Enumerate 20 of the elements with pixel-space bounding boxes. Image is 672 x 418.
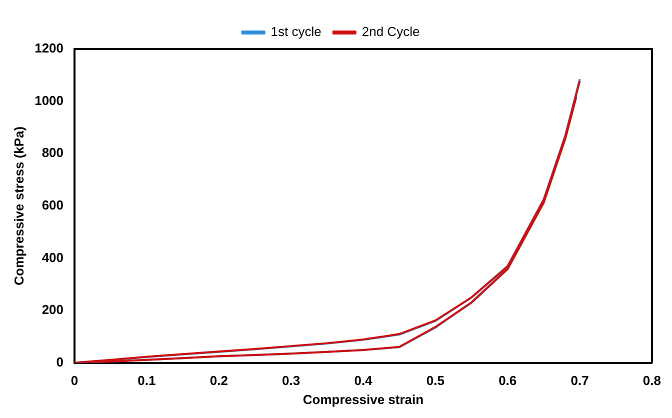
- x-tick-label: 0.7: [570, 373, 589, 388]
- y-axis-title: Compressive stress (kPa): [11, 126, 26, 286]
- y-tick-label: 1200: [34, 40, 64, 56]
- y-tick-label: 400: [42, 250, 64, 265]
- x-tick-label: 0.6: [498, 373, 517, 388]
- y-tick-label: 1000: [34, 92, 64, 108]
- x-tick-label: 0.2: [210, 373, 228, 388]
- legend-label: 2nd Cycle: [362, 24, 420, 40]
- x-tick-label: 0.3: [282, 373, 300, 388]
- x-tick-label: 0.4: [354, 373, 374, 388]
- legend-label: 1st cycle: [270, 24, 322, 40]
- x-tick-label: 0.5: [426, 373, 444, 388]
- x-axis-title: Compressive strain: [302, 392, 424, 407]
- y-tick-label: 0: [56, 354, 64, 370]
- y-tick-label: 600: [42, 197, 64, 212]
- y-tick-label: 200: [42, 302, 64, 318]
- y-tick-label: 800: [42, 145, 64, 160]
- x-tick-label: 0.8: [642, 373, 662, 388]
- x-tick-label: 0.1: [138, 373, 156, 388]
- x-tick-label: 0: [70, 373, 78, 388]
